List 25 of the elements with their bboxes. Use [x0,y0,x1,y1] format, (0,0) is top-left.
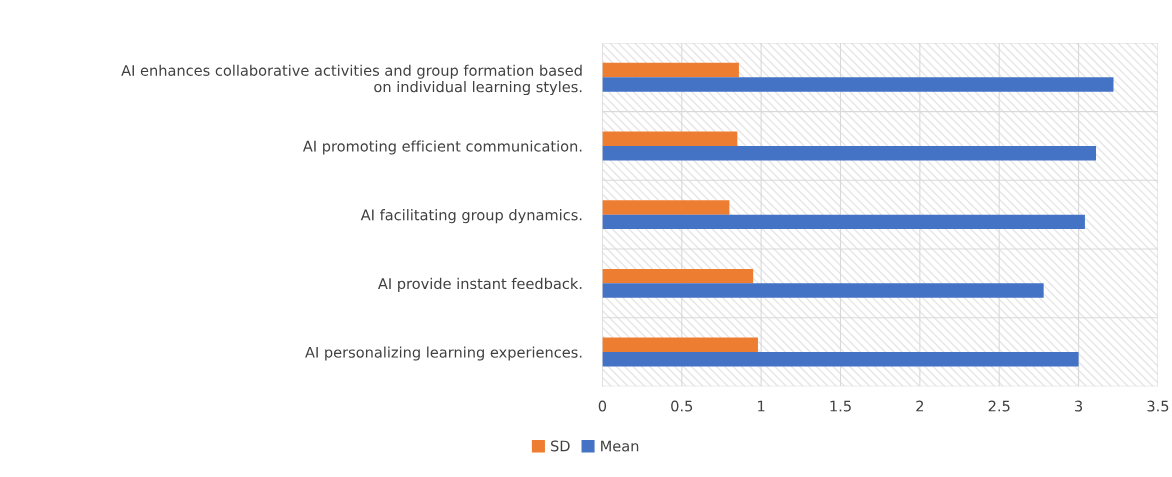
bar [602,77,1114,92]
x-tick-label: 1 [758,400,765,412]
bar [602,145,1097,161]
y-tick-label: AI enhances collaborative activities and group formation based on individual learning styles. [121,64,582,96]
bar [602,214,1085,230]
x-tick-label: 0.5 [671,400,693,412]
x-tick-label: 3 [1075,400,1083,412]
y-tick-label: AI facilitating group dynamics. [360,209,582,224]
y-tick-label: AI promoting efficient communication. [302,140,582,155]
x-tick-label: 2 [916,400,924,412]
bar [602,62,739,78]
bar [602,283,1044,298]
x-tick-label: 0 [598,400,607,412]
bar [602,268,754,284]
bar [602,131,738,146]
x-tick-label: 2.5 [988,400,1010,412]
y-tick-label: AI provide instant feedback. [378,277,582,292]
legend-label: Mean [601,440,639,452]
x-tick-label: 1.5 [830,400,851,412]
bar [602,352,1079,367]
y-tick-label: AI personalizing learning experiences. [305,346,582,361]
bar [602,337,758,353]
bar [602,200,730,215]
legend-label: SD [551,440,570,452]
x-tick-label: 3.5 [1147,400,1169,412]
